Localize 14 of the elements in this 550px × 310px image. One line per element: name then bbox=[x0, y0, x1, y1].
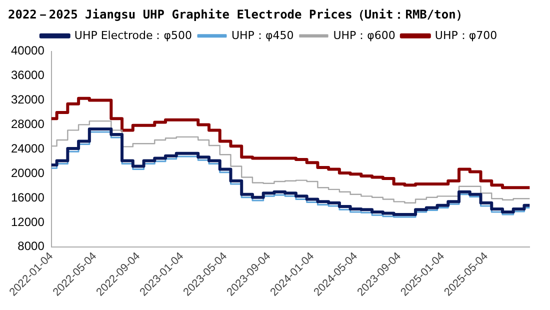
y-tick-label: 8000 bbox=[18, 239, 45, 254]
legend-label: UHP：φ600 bbox=[333, 28, 396, 42]
legend-label: UHP：φ450 bbox=[231, 28, 294, 42]
y-tick-label: 32000 bbox=[10, 92, 45, 107]
y-tick-label: 12000 bbox=[10, 214, 45, 229]
y-tick-label: 20000 bbox=[10, 166, 45, 180]
legend-label: UHP：φ700 bbox=[434, 28, 498, 42]
y-tick-label: 36000 bbox=[10, 68, 45, 82]
chart-title: 2022－2025 Jiangsu UHP Graphite Electrode Prices（Unit：RMB/ton） bbox=[8, 7, 468, 22]
y-tick-label: 24000 bbox=[10, 141, 45, 156]
y-tick-label: 40000 bbox=[10, 44, 45, 58]
y-tick-label: 16000 bbox=[10, 190, 45, 204]
legend-label: UHP Electrode：φ500 bbox=[74, 28, 192, 42]
y-tick-label: 28000 bbox=[10, 117, 45, 132]
